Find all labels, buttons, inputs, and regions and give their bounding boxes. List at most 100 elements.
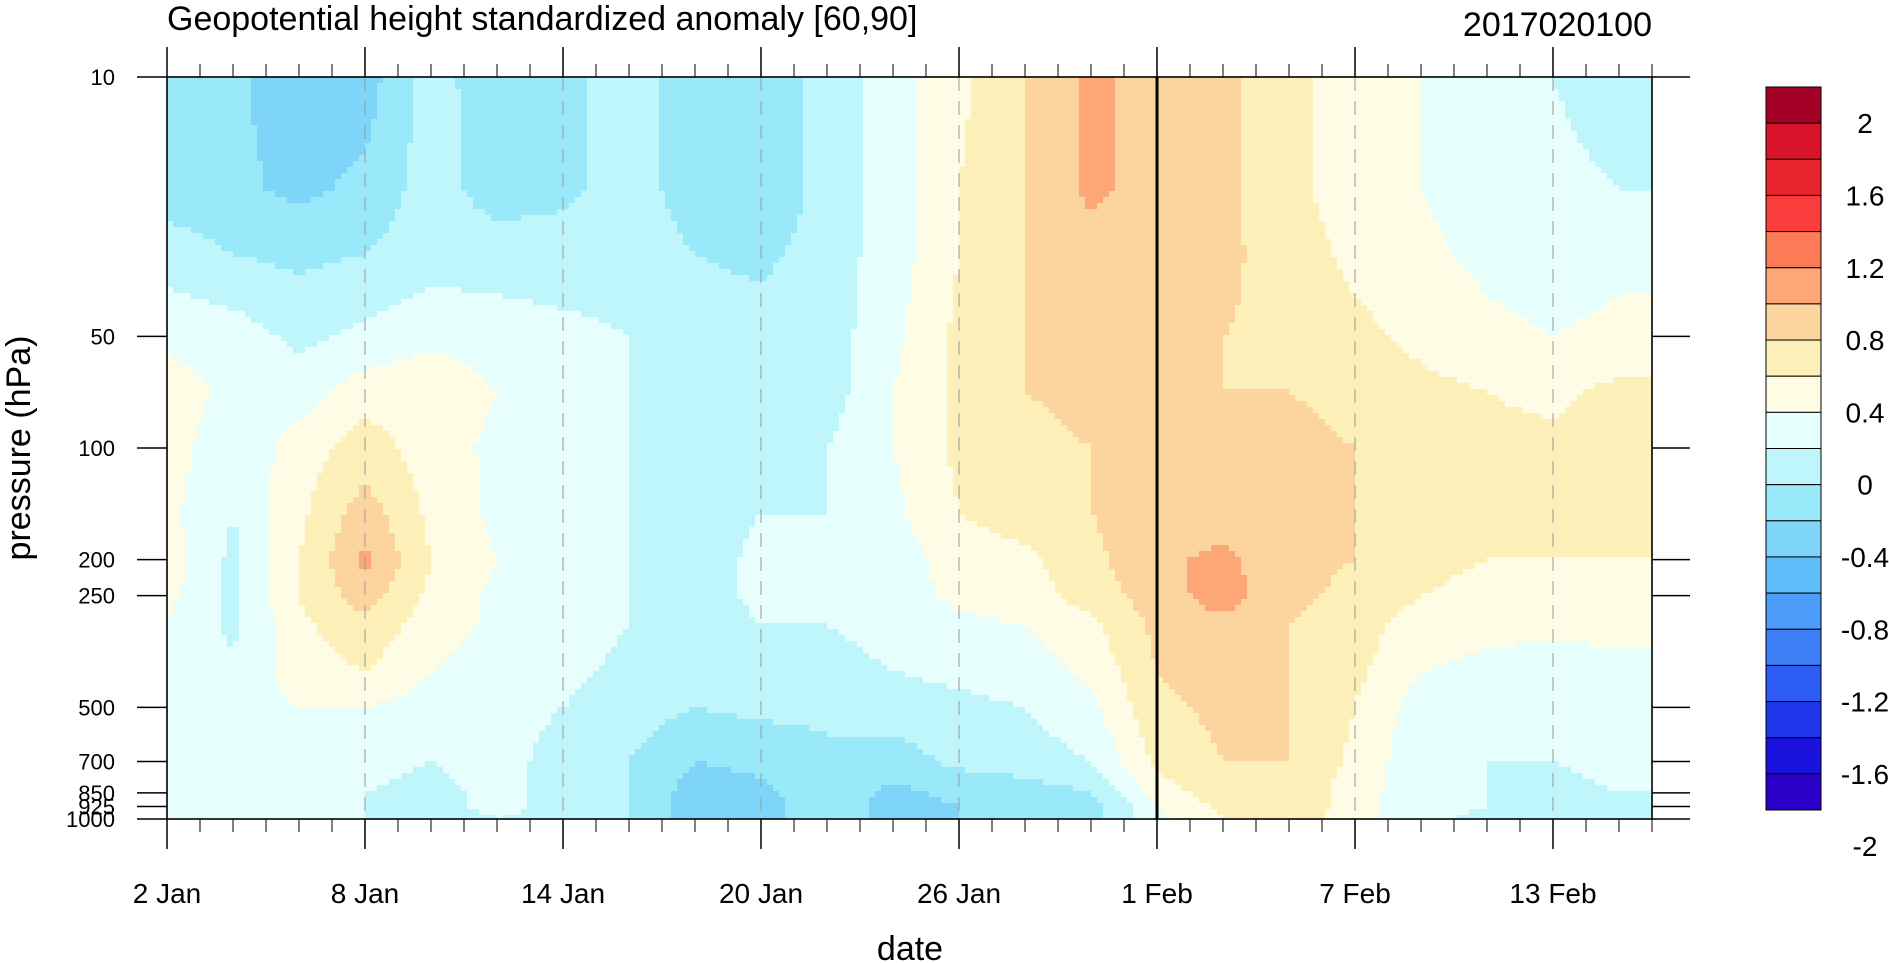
field-cell [1037, 77, 1044, 84]
field-cell [1505, 83, 1512, 90]
field-cell [1625, 83, 1632, 90]
field-cell [1139, 95, 1146, 102]
field-cell [1199, 107, 1206, 114]
field-cell [869, 107, 876, 114]
field-cell [569, 83, 576, 90]
field-cell [251, 107, 258, 114]
field-cell [1607, 83, 1614, 90]
field-cell [1577, 107, 1584, 114]
field-cell [635, 89, 642, 96]
field-cell [269, 77, 276, 84]
field-cell [623, 83, 630, 90]
field-cell [1409, 77, 1416, 84]
field-cell [509, 95, 516, 102]
field-cell [1373, 101, 1380, 108]
field-cell [1085, 83, 1092, 90]
field-cell [1415, 89, 1422, 96]
field-cell [1511, 107, 1518, 114]
field-cell [1439, 95, 1446, 102]
field-cell [515, 95, 522, 102]
field-cell [719, 107, 726, 114]
field-cell [257, 107, 264, 114]
field-cell [1463, 83, 1470, 90]
field-cell [1583, 77, 1590, 84]
field-cell [785, 77, 792, 84]
field-cell [545, 89, 552, 96]
field-cell [803, 83, 810, 90]
field-cell [593, 83, 600, 90]
field-cell [1481, 89, 1488, 96]
field-cell [1583, 95, 1590, 102]
field-cell [371, 107, 378, 114]
field-cell [1253, 101, 1260, 108]
field-cell [1301, 83, 1308, 90]
field-cell [881, 83, 888, 90]
field-cell [959, 107, 966, 114]
field-cell [395, 107, 402, 114]
field-cell [1631, 101, 1638, 108]
field-cell [1055, 101, 1062, 108]
field-cell [1223, 89, 1230, 96]
field-cell [431, 89, 438, 96]
field-cell [653, 89, 660, 96]
field-cell [395, 83, 402, 90]
field-cell [1523, 83, 1530, 90]
field-cell [419, 101, 426, 108]
field-cell [941, 107, 948, 114]
field-cell [1169, 83, 1176, 90]
field-cell [1421, 101, 1428, 108]
field-cell [1163, 89, 1170, 96]
field-cell [1079, 95, 1086, 102]
field-cell [269, 95, 276, 102]
field-cell [965, 83, 972, 90]
field-cell [569, 77, 576, 84]
field-cell [1343, 83, 1350, 90]
field-cell [959, 101, 966, 108]
field-cell [911, 107, 918, 114]
field-cell [1217, 95, 1224, 102]
field-cell [419, 107, 426, 114]
field-cell [521, 83, 528, 90]
field-cell [605, 83, 612, 90]
field-cell [701, 95, 708, 102]
field-cell [1061, 107, 1068, 114]
field-cell [827, 83, 834, 90]
field-cell [815, 95, 822, 102]
field-cell [1505, 101, 1512, 108]
field-cell [305, 77, 312, 84]
field-cell [587, 83, 594, 90]
field-cell [1109, 107, 1116, 114]
field-cell [305, 95, 312, 102]
field-cell [377, 101, 384, 108]
field-cell [605, 89, 612, 96]
field-cell [1325, 95, 1332, 102]
field-cell [1013, 83, 1020, 90]
field-cell [749, 101, 756, 108]
field-cell [611, 83, 618, 90]
field-cell [1115, 83, 1122, 90]
field-cell [257, 89, 264, 96]
field-cell [647, 83, 654, 90]
field-cell [1097, 89, 1104, 96]
field-cell [545, 77, 552, 84]
field-cell [1229, 83, 1236, 90]
field-cell [293, 107, 300, 114]
field-cell [689, 89, 696, 96]
field-cell [221, 95, 228, 102]
field-cell [971, 95, 978, 102]
field-cell [785, 101, 792, 108]
field-cell [371, 83, 378, 90]
field-cell [185, 95, 192, 102]
field-cell [1001, 83, 1008, 90]
field-cell [665, 101, 672, 108]
field-cell [539, 77, 546, 84]
field-cell [1355, 77, 1362, 84]
field-cell [1175, 101, 1182, 108]
field-cell [1469, 95, 1476, 102]
field-cell [1529, 89, 1536, 96]
field-cell [857, 107, 864, 114]
field-cell [395, 101, 402, 108]
field-cell [1247, 101, 1254, 108]
field-cell [653, 83, 660, 90]
field-cell [803, 107, 810, 114]
